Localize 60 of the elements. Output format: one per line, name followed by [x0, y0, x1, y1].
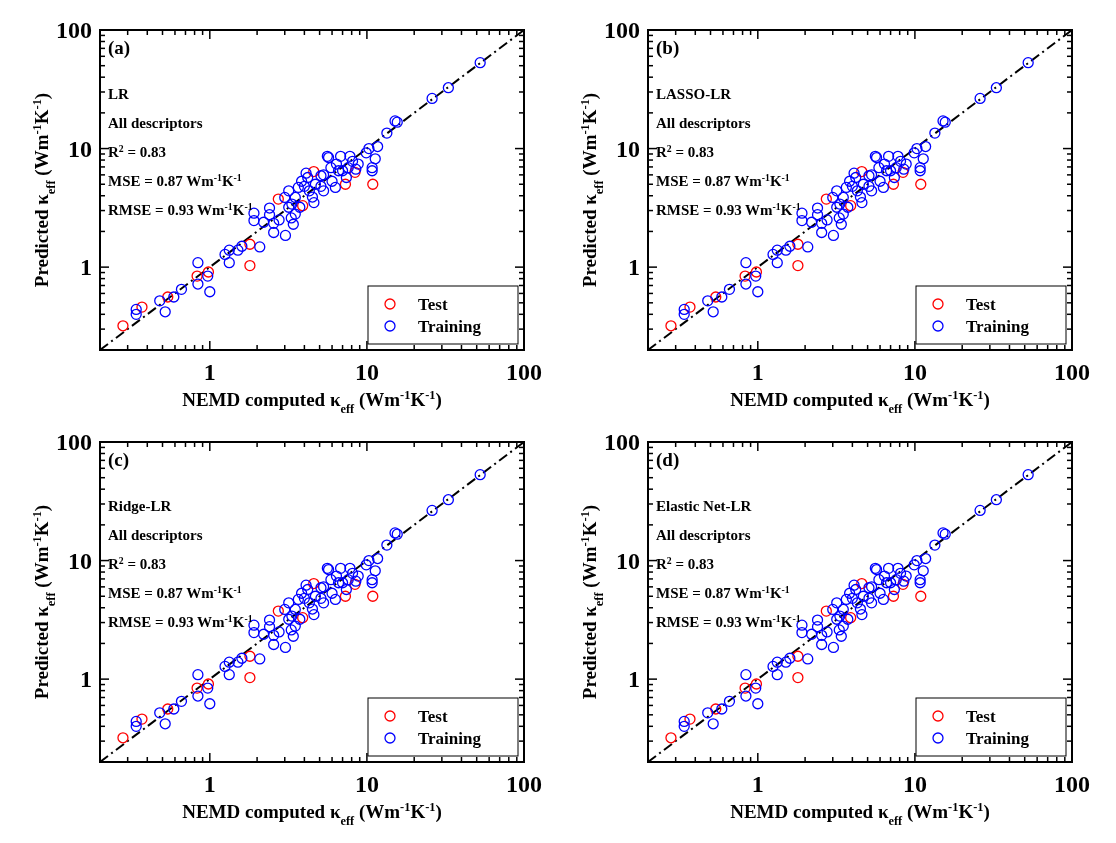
y-tick-label: 1 — [80, 254, 92, 281]
annotation: MSE = 0.87 Wm$^{-1}$K$^{-1}$ — [108, 583, 242, 601]
y-tick-label: 10 — [616, 135, 640, 162]
annotation: MSE = 0.87 Wm$^{-1}$K$^{-1}$ — [108, 171, 242, 189]
annotation: RMSE = 0.93 Wm$^{-1}$K$^{-1}$ — [656, 612, 801, 630]
annotation: (c) — [108, 449, 130, 471]
annotation: (d) — [656, 449, 680, 471]
annotation: R$^{2}$ = 0.83 — [656, 554, 715, 572]
y-tick-label: 100 — [56, 429, 92, 455]
y-tick-label: 100 — [604, 429, 640, 455]
legend-label: Training — [966, 729, 1030, 748]
annotation: All descriptors — [108, 115, 203, 131]
legend-label: Training — [966, 317, 1030, 336]
annotation: (a) — [108, 37, 131, 59]
x-axis-title: NEMD computed κ$_{eff}$ (Wm$^{-1}$K$^{-1}$) — [730, 388, 990, 416]
x-tick-label: 100 — [506, 359, 542, 385]
annotation: RMSE = 0.93 Wm$^{-1}$K$^{-1}$ — [108, 200, 253, 218]
annotation: All descriptors — [656, 527, 751, 543]
legend-label: Training — [418, 729, 482, 748]
x-axis-title: NEMD computed κ$_{eff}$ (Wm$^{-1}$K$^{-1}$) — [182, 800, 442, 828]
y-tick-label: 10 — [616, 547, 640, 574]
y-tick-label: 1 — [80, 666, 92, 693]
x-tick-label: 10 — [902, 359, 927, 385]
annotation: All descriptors — [656, 115, 751, 131]
annotation: MSE = 0.87 Wm$^{-1}$K$^{-1}$ — [656, 171, 790, 189]
annotation: R$^{2}$ = 0.83 — [656, 142, 715, 160]
annotation: R$^{2}$ = 0.83 — [108, 554, 167, 572]
x-tick-label: 100 — [506, 771, 542, 797]
annotation: RMSE = 0.93 Wm$^{-1}$K$^{-1}$ — [656, 200, 801, 218]
annotation: RMSE = 0.93 Wm$^{-1}$K$^{-1}$ — [108, 612, 253, 630]
legend-label: Test — [418, 295, 448, 314]
annotation: LASSO-LR — [656, 86, 732, 102]
x-tick-label: 10 — [902, 771, 927, 797]
x-tick-label: 10 — [354, 359, 379, 385]
annotation: R$^{2}$ = 0.83 — [108, 142, 167, 160]
y-tick-label: 10 — [68, 135, 92, 162]
annotation: MSE = 0.87 Wm$^{-1}$K$^{-1}$ — [656, 583, 790, 601]
x-tick-label: 100 — [1054, 359, 1090, 385]
y-tick-label: 100 — [604, 17, 640, 43]
x-tick-label: 100 — [1054, 771, 1090, 797]
x-tick-label: 1 — [751, 771, 764, 797]
annotation: (b) — [656, 37, 680, 59]
x-tick-label: 1 — [203, 359, 216, 385]
y-tick-label: 10 — [68, 547, 92, 574]
x-axis-title: NEMD computed κ$_{eff}$ (Wm$^{-1}$K$^{-1}$) — [182, 388, 442, 416]
annotation: All descriptors — [108, 527, 203, 543]
y-tick-label: 1 — [628, 254, 640, 281]
x-axis-title: NEMD computed κ$_{eff}$ (Wm$^{-1}$K$^{-1}$) — [730, 800, 990, 828]
y-tick-label: 100 — [56, 17, 92, 43]
annotation: LR — [108, 86, 129, 102]
x-tick-label: 1 — [203, 771, 216, 797]
annotation: Ridge-LR — [108, 498, 172, 514]
legend-label: Training — [418, 317, 482, 336]
legend-label: Test — [966, 295, 996, 314]
legend-label: Test — [418, 707, 448, 726]
legend-label: Test — [966, 707, 996, 726]
x-tick-label: 10 — [354, 771, 379, 797]
y-tick-label: 1 — [628, 666, 640, 693]
annotation: Elastic Net-LR — [656, 498, 752, 514]
x-tick-label: 1 — [751, 359, 764, 385]
